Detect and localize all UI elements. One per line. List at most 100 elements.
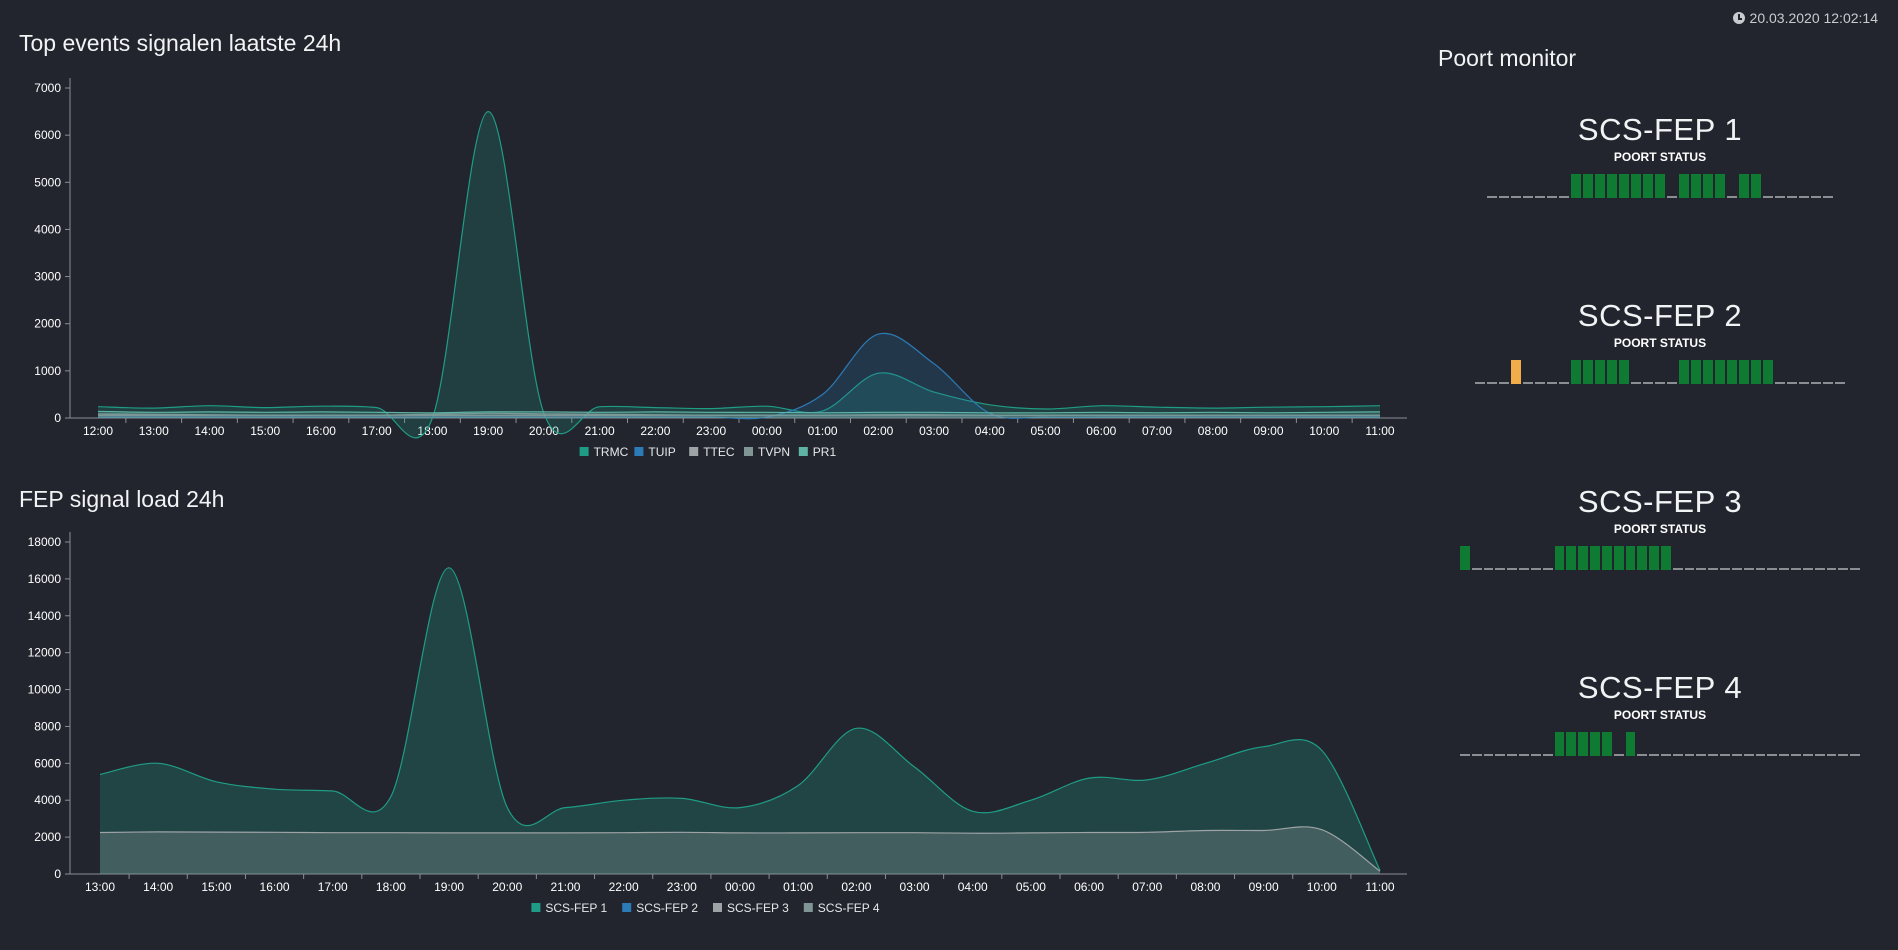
port-down[interactable] [1655, 382, 1665, 384]
port-up[interactable] [1691, 360, 1701, 384]
port-down[interactable] [1826, 754, 1837, 756]
port-down[interactable] [1459, 754, 1470, 756]
port-up[interactable] [1590, 732, 1600, 756]
port-up[interactable] [1751, 360, 1761, 384]
port-down[interactable] [1523, 196, 1533, 198]
port-up[interactable] [1601, 546, 1612, 570]
port-up[interactable] [1625, 546, 1636, 570]
port-down[interactable] [1720, 754, 1730, 756]
port-up[interactable] [1578, 546, 1589, 570]
port-down[interactable] [1535, 382, 1545, 384]
port-down[interactable] [1684, 754, 1695, 756]
port-down[interactable] [1779, 568, 1790, 570]
port-down[interactable] [1838, 754, 1849, 756]
port-down[interactable] [1487, 382, 1497, 384]
port-up[interactable] [1571, 360, 1581, 384]
port-down[interactable] [1787, 382, 1797, 384]
port-down[interactable] [1823, 196, 1833, 198]
port-up[interactable] [1637, 546, 1648, 570]
port-down[interactable] [1643, 382, 1653, 384]
port-down[interactable] [1530, 754, 1541, 756]
port-down[interactable] [1495, 568, 1506, 570]
port-up[interactable] [1554, 732, 1565, 756]
port-down[interactable] [1547, 196, 1557, 198]
port-down[interactable] [1559, 196, 1569, 198]
port-down[interactable] [1661, 754, 1671, 756]
port-up[interactable] [1751, 174, 1761, 198]
port-down[interactable] [1791, 568, 1801, 570]
port-up[interactable] [1679, 360, 1689, 384]
port-down[interactable] [1631, 382, 1641, 384]
port-up[interactable] [1739, 174, 1749, 198]
port-up[interactable] [1566, 732, 1577, 756]
port-up[interactable] [1631, 174, 1641, 198]
port-up[interactable] [1619, 360, 1629, 384]
port-up[interactable] [1643, 174, 1653, 198]
port-down[interactable] [1775, 382, 1785, 384]
port-down[interactable] [1495, 754, 1506, 756]
port-down[interactable] [1542, 754, 1553, 756]
port-down[interactable] [1823, 382, 1833, 384]
port-up[interactable] [1715, 360, 1725, 384]
port-down[interactable] [1559, 382, 1569, 384]
port-down[interactable] [1487, 196, 1497, 198]
port-down[interactable] [1799, 196, 1809, 198]
port-down[interactable] [1649, 754, 1659, 756]
port-up[interactable] [1625, 732, 1636, 756]
port-down[interactable] [1802, 568, 1813, 570]
port-down[interactable] [1755, 754, 1766, 756]
port-down[interactable] [1731, 754, 1742, 756]
port-down[interactable] [1791, 754, 1801, 756]
port-down[interactable] [1483, 568, 1494, 570]
port-down[interactable] [1743, 754, 1754, 756]
port-down[interactable] [1547, 382, 1557, 384]
port-down[interactable] [1471, 754, 1482, 756]
port-up[interactable] [1763, 360, 1773, 384]
port-up[interactable] [1703, 360, 1713, 384]
port-up[interactable] [1715, 174, 1725, 198]
port-down[interactable] [1779, 754, 1790, 756]
port-down[interactable] [1542, 568, 1553, 570]
port-down[interactable] [1708, 754, 1719, 756]
port-down[interactable] [1708, 568, 1719, 570]
port-down[interactable] [1471, 568, 1482, 570]
port-up[interactable] [1655, 174, 1665, 198]
port-down[interactable] [1667, 382, 1677, 384]
port-down[interactable] [1511, 196, 1521, 198]
port-down[interactable] [1507, 754, 1518, 756]
port-up[interactable] [1566, 546, 1577, 570]
port-down[interactable] [1850, 568, 1861, 570]
port-up[interactable] [1691, 174, 1701, 198]
port-up[interactable] [1595, 174, 1605, 198]
port-up[interactable] [1679, 174, 1689, 198]
port-down[interactable] [1743, 568, 1754, 570]
port-down[interactable] [1799, 382, 1809, 384]
port-up[interactable] [1739, 360, 1749, 384]
port-warn[interactable] [1511, 360, 1521, 384]
port-down[interactable] [1672, 568, 1683, 570]
port-up[interactable] [1607, 360, 1617, 384]
port-down[interactable] [1519, 568, 1529, 570]
port-down[interactable] [1696, 568, 1707, 570]
port-down[interactable] [1814, 754, 1825, 756]
port-down[interactable] [1850, 754, 1861, 756]
port-up[interactable] [1459, 546, 1470, 570]
port-down[interactable] [1613, 754, 1624, 756]
port-up[interactable] [1571, 174, 1581, 198]
port-up[interactable] [1595, 360, 1605, 384]
port-down[interactable] [1802, 754, 1813, 756]
port-up[interactable] [1661, 546, 1671, 570]
port-down[interactable] [1523, 382, 1533, 384]
port-up[interactable] [1601, 732, 1612, 756]
port-down[interactable] [1507, 568, 1518, 570]
port-down[interactable] [1684, 568, 1695, 570]
port-down[interactable] [1775, 196, 1785, 198]
port-up[interactable] [1649, 546, 1659, 570]
port-down[interactable] [1499, 382, 1509, 384]
port-up[interactable] [1727, 360, 1737, 384]
port-up[interactable] [1578, 732, 1589, 756]
port-down[interactable] [1755, 568, 1766, 570]
port-down[interactable] [1763, 196, 1773, 198]
port-up[interactable] [1583, 174, 1593, 198]
port-up[interactable] [1613, 546, 1624, 570]
